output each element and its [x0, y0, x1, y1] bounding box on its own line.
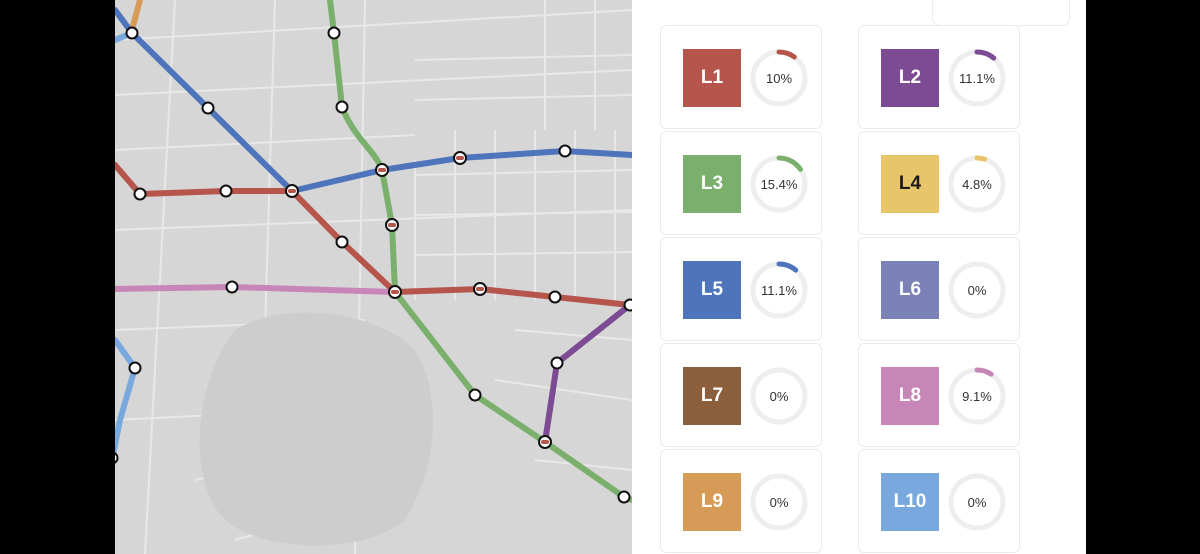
- top-card: [932, 0, 1070, 26]
- line-card-l6[interactable]: L6 0%: [858, 237, 1020, 341]
- progress-percent: 0%: [769, 388, 789, 404]
- progress-ring: 10%: [750, 49, 808, 107]
- park-area: [199, 312, 434, 546]
- progress-ring-track: [750, 473, 808, 531]
- progress-ring-arc: [750, 49, 808, 107]
- route-l10: [115, 30, 138, 461]
- progress-ring: 15.4%: [750, 155, 808, 213]
- progress-ring-arc: [948, 367, 1006, 425]
- progress-ring: 11.1%: [948, 49, 1006, 107]
- line-card-l2[interactable]: L2 11.1%: [858, 25, 1020, 129]
- interchange-marks: [288, 156, 549, 444]
- progress-percent: 0%: [967, 282, 987, 298]
- progress-ring-track: [750, 367, 808, 425]
- line-badge: L4: [881, 155, 939, 213]
- line-card-l8[interactable]: L8 9.1%: [858, 343, 1020, 447]
- progress-ring-arc: [948, 49, 1006, 107]
- progress-percent: 4.8%: [962, 176, 992, 192]
- route-l9: [129, 0, 143, 33]
- line-card-l10[interactable]: L10 0%: [858, 449, 1020, 553]
- progress-percent: 11.1%: [959, 70, 995, 86]
- route-l2: [542, 302, 632, 445]
- line-card-l5[interactable]: L5 11.1%: [660, 237, 822, 341]
- progress-ring: 0%: [750, 473, 808, 531]
- line-progress-panel: L1 10% L2 11.1% L3 15.4% L4 4.8% L5 11.1% L6 0% L7 0%…: [632, 0, 1086, 554]
- progress-ring: 4.8%: [948, 155, 1006, 213]
- progress-percent: 11.1%: [761, 282, 797, 298]
- progress-percent: 0%: [769, 494, 789, 510]
- progress-percent: 15.4%: [760, 176, 798, 192]
- line-badge: L2: [881, 49, 939, 107]
- progress-ring-arc: [750, 155, 808, 213]
- line-badge: L8: [881, 367, 939, 425]
- line-badge: L3: [683, 155, 741, 213]
- line-badge: L5: [683, 261, 741, 319]
- line-badge: L6: [881, 261, 939, 319]
- line-badge: L10: [881, 473, 939, 531]
- progress-ring: 0%: [750, 367, 808, 425]
- app-screen: L1 10% L2 11.1% L3 15.4% L4 4.8% L5 11.1% L6 0% L7 0%…: [115, 0, 1086, 554]
- map-canvas[interactable]: [115, 0, 632, 554]
- line-card-l1[interactable]: L1 10%: [660, 25, 822, 129]
- progress-ring-track: [948, 261, 1006, 319]
- line-card-l3[interactable]: L3 15.4%: [660, 131, 822, 235]
- progress-ring-arc: [948, 155, 1006, 213]
- line-badge: L9: [683, 473, 741, 531]
- progress-percent: 0%: [967, 494, 987, 510]
- line-card-l4[interactable]: L4 4.8%: [858, 131, 1020, 235]
- line-badge: L1: [683, 49, 741, 107]
- progress-percent: 9.1%: [962, 388, 992, 404]
- route-l8: [115, 284, 398, 295]
- progress-ring: 9.1%: [948, 367, 1006, 425]
- line-card-l7[interactable]: L7 0%: [660, 343, 822, 447]
- progress-percent: 10%: [765, 70, 793, 86]
- stations: [115, 26, 632, 504]
- metro-map[interactable]: [115, 0, 632, 554]
- line-card-l9[interactable]: L9 0%: [660, 449, 822, 553]
- progress-ring: 0%: [948, 261, 1006, 319]
- progress-ring-arc: [750, 261, 808, 319]
- progress-ring-track: [948, 473, 1006, 531]
- progress-ring: 11.1%: [750, 261, 808, 319]
- route-l1: [115, 162, 632, 308]
- progress-ring: 0%: [948, 473, 1006, 531]
- route-l5: [115, 7, 632, 194]
- line-badge: L7: [683, 367, 741, 425]
